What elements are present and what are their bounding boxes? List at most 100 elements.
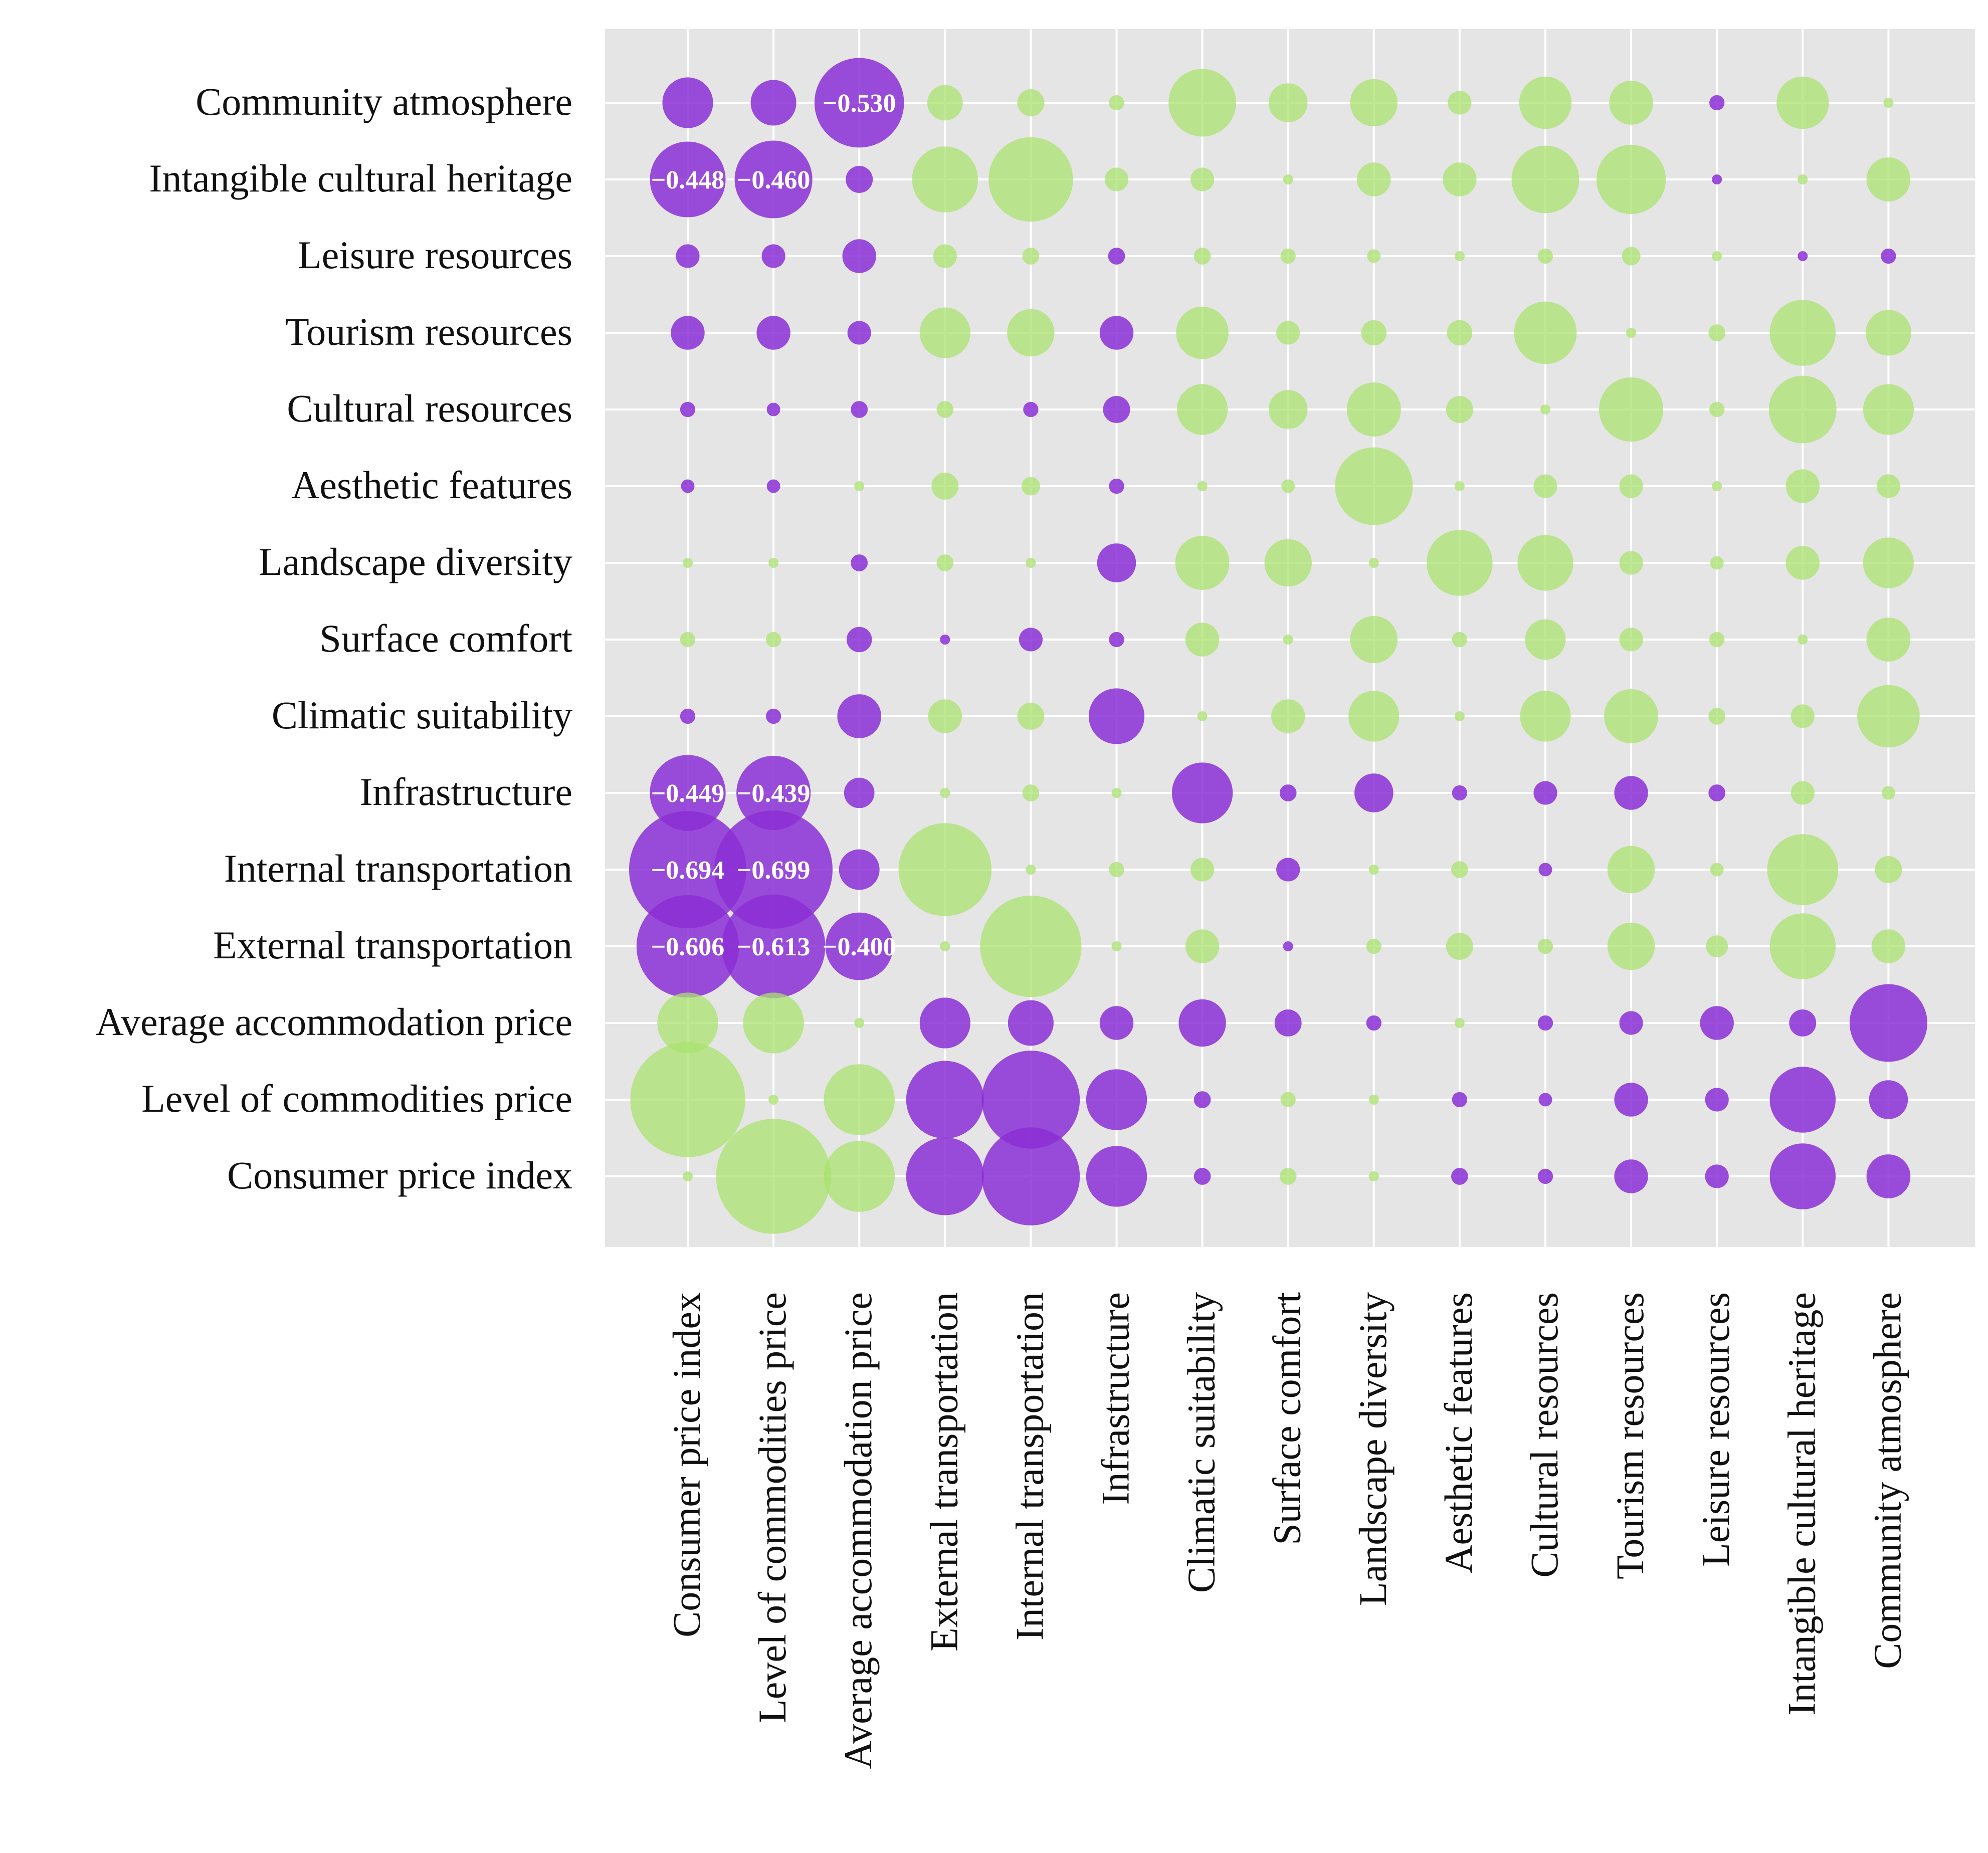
bubble-climatic-suitability-vs-level-of-commodities-price bbox=[765, 708, 781, 724]
bubble-intangible-cultural-heritage-vs-aesthetic-features bbox=[1443, 162, 1477, 196]
bubble-community-atmosphere-vs-infrastructure bbox=[1109, 95, 1124, 111]
bubble-surface-comfort-vs-landscape-diversity bbox=[1350, 615, 1398, 664]
y-label-average-accommodation-price: Average accommodation price bbox=[96, 1000, 572, 1044]
bubble-community-atmosphere-vs-intangible-cultural-heritage bbox=[1776, 76, 1829, 129]
bubble-consumer-price-index-vs-external-transportation bbox=[906, 1137, 984, 1215]
bubble-level-of-commodities-price-vs-intangible-cultural-heritage bbox=[1769, 1067, 1836, 1133]
bubble-tourism-resources-vs-aesthetic-features bbox=[1447, 320, 1473, 346]
bubble-surface-comfort-vs-surface-comfort bbox=[1283, 635, 1293, 645]
bubble-climatic-suitability-vs-leisure-resources bbox=[1708, 708, 1726, 725]
bubble-level-of-commodities-price-vs-leisure-resources bbox=[1705, 1088, 1729, 1112]
bubble-infrastructure-vs-surface-comfort bbox=[1279, 784, 1297, 801]
bubble-community-atmosphere-vs-average-accommodation-price bbox=[814, 58, 904, 148]
bubble-climatic-suitability-vs-surface-comfort bbox=[1271, 699, 1305, 733]
x-label-surface-comfort: Surface comfort bbox=[1265, 1292, 1309, 1545]
y-label-climatic-suitability: Climatic suitability bbox=[272, 693, 572, 737]
bubble-tourism-resources-vs-cultural-resources bbox=[1514, 301, 1577, 364]
bubble-intangible-cultural-heritage-vs-intangible-cultural-heritage bbox=[1798, 174, 1808, 185]
bubble-surface-comfort-vs-external-transportation bbox=[940, 635, 950, 645]
value-label: −0.530 bbox=[823, 89, 896, 118]
bubble-surface-comfort-vs-tourism-resources bbox=[1619, 628, 1643, 652]
bubble-landscape-diversity-vs-surface-comfort bbox=[1264, 539, 1312, 587]
bubble-community-atmosphere-vs-community-atmosphere bbox=[1883, 98, 1894, 108]
x-label-climatic-suitability: Climatic suitability bbox=[1179, 1292, 1223, 1593]
bubble-level-of-commodities-price-vs-community-atmosphere bbox=[1869, 1080, 1908, 1119]
bubble-leisure-resources-vs-level-of-commodities-price bbox=[761, 244, 785, 268]
bubble-internal-transportation-vs-cultural-resources bbox=[1538, 863, 1552, 877]
bubble-surface-comfort-vs-climatic-suitability bbox=[1185, 623, 1220, 657]
x-label-tourism-resources: Tourism resources bbox=[1608, 1292, 1652, 1579]
bubble-internal-transportation-vs-community-atmosphere bbox=[1875, 856, 1902, 883]
bubble-leisure-resources-vs-infrastructure bbox=[1108, 248, 1125, 265]
bubble-consumer-price-index-vs-tourism-resources bbox=[1614, 1159, 1648, 1193]
bubble-cultural-resources-vs-consumer-price-index bbox=[680, 401, 696, 418]
bubble-cultural-resources-vs-climatic-suitability bbox=[1177, 384, 1228, 435]
bubble-surface-comfort-vs-level-of-commodities-price bbox=[765, 632, 781, 648]
x-label-aesthetic-features: Aesthetic features bbox=[1437, 1292, 1480, 1573]
bubble-landscape-diversity-vs-internal-transportation bbox=[1026, 558, 1036, 568]
value-labels: −0.530 −0.448 −0.460 −0.449 −0.439 −0.694 −0.6… bbox=[651, 89, 896, 961]
bubble-intangible-cultural-heritage-vs-infrastructure bbox=[1104, 167, 1129, 191]
bubble-level-of-commodities-price-vs-consumer-price-index bbox=[630, 1042, 745, 1157]
bubble-climatic-suitability-vs-aesthetic-features bbox=[1454, 711, 1465, 721]
x-axis-labels: Consumer price index Level of commodities… bbox=[665, 1292, 1909, 1769]
bubble-external-transportation-vs-leisure-resources bbox=[1706, 935, 1728, 957]
bubble-infrastructure-vs-leisure-resources bbox=[1708, 784, 1726, 801]
bubble-external-transportation-vs-landscape-diversity bbox=[1366, 938, 1381, 954]
bubble-average-accommodation-price-vs-level-of-commodities-price bbox=[743, 992, 804, 1054]
bubble-cultural-resources-vs-level-of-commodities-price bbox=[766, 402, 780, 417]
x-label-level-of-commodities-price: Level of commodities price bbox=[750, 1292, 794, 1723]
y-label-external-transportation: External transportation bbox=[213, 923, 572, 967]
bubble-landscape-diversity-vs-landscape-diversity bbox=[1368, 558, 1379, 568]
bubble-external-transportation-vs-infrastructure bbox=[1111, 941, 1122, 951]
bubble-cultural-resources-vs-aesthetic-features bbox=[1446, 396, 1473, 423]
bubble-community-atmosphere-vs-cultural-resources bbox=[1519, 76, 1572, 129]
bubble-cultural-resources-vs-community-atmosphere bbox=[1863, 384, 1914, 435]
bubble-leisure-resources-vs-surface-comfort bbox=[1280, 248, 1296, 264]
bubble-climatic-suitability-vs-cultural-resources bbox=[1520, 691, 1571, 742]
y-label-landscape-diversity: Landscape diversity bbox=[259, 540, 572, 583]
bubble-community-atmosphere-vs-tourism-resources bbox=[1609, 81, 1653, 125]
y-axis-labels: Community atmosphere Intangible cultural … bbox=[96, 80, 573, 1197]
bubble-average-accommodation-price-vs-landscape-diversity bbox=[1366, 1015, 1381, 1031]
bubble-external-transportation-vs-climatic-suitability bbox=[1185, 929, 1220, 963]
y-label-intangible-cultural-heritage: Intangible cultural heritage bbox=[149, 156, 572, 200]
bubble-infrastructure-vs-infrastructure bbox=[1111, 788, 1122, 798]
bubble-leisure-resources-vs-climatic-suitability bbox=[1194, 248, 1211, 265]
bubble-intangible-cultural-heritage-vs-landscape-diversity bbox=[1357, 162, 1391, 196]
bubble-leisure-resources-vs-cultural-resources bbox=[1537, 248, 1553, 264]
bubble-tourism-resources-vs-consumer-price-index bbox=[671, 316, 705, 350]
bubble-aesthetic-features-vs-external-transportation bbox=[931, 473, 959, 500]
bubble-level-of-commodities-price-vs-infrastructure bbox=[1086, 1069, 1147, 1130]
value-label: −0.694 bbox=[651, 856, 725, 885]
bubble-leisure-resources-vs-intangible-cultural-heritage bbox=[1798, 251, 1808, 261]
bubble-climatic-suitability-vs-climatic-suitability bbox=[1197, 711, 1208, 721]
bubble-cultural-resources-vs-average-accommodation-price bbox=[851, 401, 868, 418]
bubble-infrastructure-vs-average-accommodation-price bbox=[844, 777, 875, 808]
bubble-leisure-resources-vs-landscape-diversity bbox=[1367, 249, 1381, 263]
bubble-climatic-suitability-vs-internal-transportation bbox=[1017, 703, 1045, 730]
bubble-tourism-resources-vs-tourism-resources bbox=[1626, 328, 1637, 338]
bubble-landscape-diversity-vs-tourism-resources bbox=[1619, 551, 1643, 575]
bubble-consumer-price-index-vs-internal-transportation bbox=[981, 1127, 1080, 1225]
bubble-consumer-price-index-vs-consumer-price-index bbox=[683, 1171, 693, 1181]
bubble-landscape-diversity-vs-intangible-cultural-heritage bbox=[1785, 546, 1820, 580]
bubble-average-accommodation-price-vs-consumer-price-index bbox=[657, 992, 718, 1054]
bubble-average-accommodation-price-vs-surface-comfort bbox=[1274, 1009, 1302, 1037]
bubble-average-accommodation-price-vs-tourism-resources bbox=[1619, 1011, 1643, 1035]
bubble-average-accommodation-price-vs-infrastructure bbox=[1099, 1006, 1134, 1040]
bubble-climatic-suitability-vs-intangible-cultural-heritage bbox=[1791, 704, 1815, 728]
y-label-cultural-resources: Cultural resources bbox=[287, 386, 572, 430]
bubble-community-atmosphere-vs-leisure-resources bbox=[1709, 95, 1725, 111]
bubble-aesthetic-features-vs-community-atmosphere bbox=[1876, 474, 1900, 498]
x-label-cultural-resources: Cultural resources bbox=[1522, 1292, 1566, 1578]
bubble-cultural-resources-vs-tourism-resources bbox=[1599, 377, 1664, 442]
bubble-leisure-resources-vs-community-atmosphere bbox=[1881, 248, 1896, 264]
bubble-tourism-resources-vs-average-accommodation-price bbox=[847, 321, 871, 345]
bubble-aesthetic-features-vs-surface-comfort bbox=[1281, 479, 1295, 493]
bubble-community-atmosphere-vs-landscape-diversity bbox=[1350, 79, 1398, 127]
x-label-landscape-diversity: Landscape diversity bbox=[1351, 1292, 1395, 1606]
bubble-aesthetic-features-vs-climatic-suitability bbox=[1197, 481, 1208, 492]
bubble-tourism-resources-vs-surface-comfort bbox=[1276, 321, 1300, 345]
